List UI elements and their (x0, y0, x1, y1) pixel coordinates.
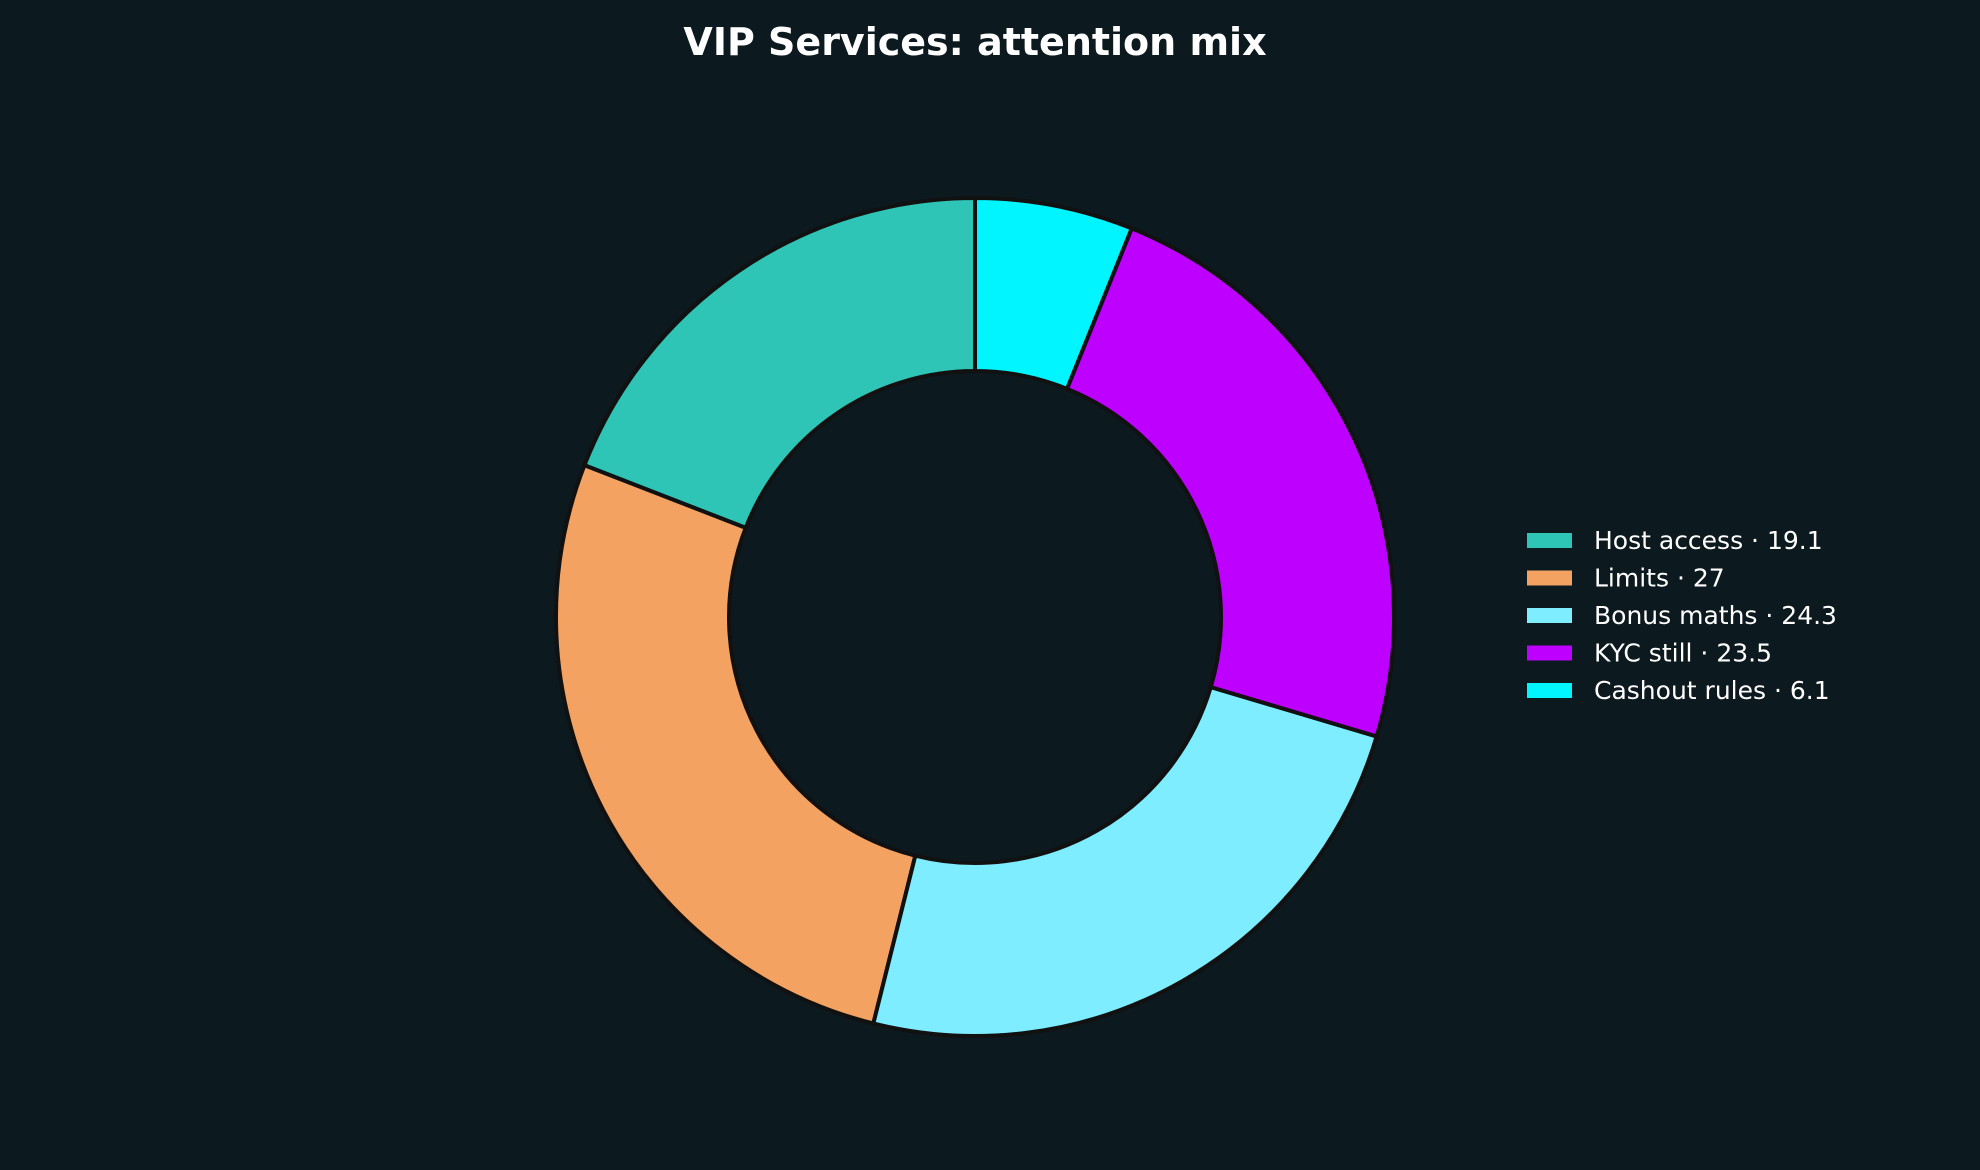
legend-swatch (1527, 533, 1572, 548)
legend-label: Limits · 27 (1594, 564, 1725, 593)
legend-item: Host access · 19.1 (1527, 526, 1823, 555)
legend-label: Cashout rules · 6.1 (1594, 676, 1830, 705)
slice-limits (554, 463, 918, 1026)
slice-host-access (582, 196, 977, 530)
slice-cashout-rules (973, 196, 1134, 391)
slice-kyc-still (1064, 226, 1396, 739)
legend: Host access · 19.1 Limits · 27 Bonus maths… (1527, 526, 1837, 705)
legend-item: Bonus maths · 24.3 (1527, 601, 1837, 630)
legend-label: KYC still · 23.5 (1594, 639, 1772, 668)
legend-label: Bonus maths · 24.3 (1594, 601, 1837, 630)
legend-swatch (1527, 570, 1572, 586)
slice-bonus-maths (871, 685, 1379, 1038)
donut-slices (554, 196, 1396, 1038)
legend-swatch (1527, 608, 1572, 623)
legend-item: Cashout rules · 6.1 (1527, 676, 1830, 705)
legend-item: Limits · 27 (1527, 564, 1725, 593)
legend-swatch (1527, 645, 1572, 661)
legend-item: KYC still · 23.5 (1527, 639, 1772, 668)
legend-swatch (1527, 683, 1572, 698)
legend-label: Host access · 19.1 (1594, 526, 1823, 555)
chart-title: VIP Services: attention mix (683, 20, 1266, 64)
